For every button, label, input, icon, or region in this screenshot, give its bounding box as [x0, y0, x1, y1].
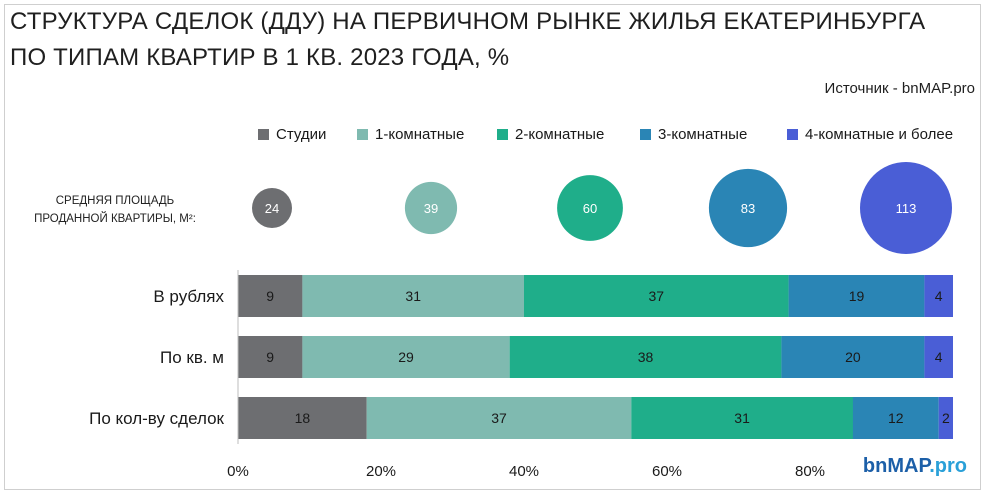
bar-value-label: 4 [935, 349, 943, 365]
legend-swatch [497, 129, 508, 140]
avg-area-value: 60 [583, 201, 597, 216]
bar-value-label: 31 [405, 288, 421, 304]
avg-area-circle [404, 181, 458, 235]
avg-area-circle [708, 168, 788, 248]
chart-title-line2: ПО ТИПАМ КВАРТИР В 1 КВ. 2023 ГОДА, % [10, 44, 510, 71]
legend-swatch [787, 129, 798, 140]
legend-label: 4-комнатные и более [805, 126, 954, 143]
bar-value-label: 37 [649, 288, 665, 304]
logo-part-map: MAP [887, 455, 930, 477]
legend-label: 1-комнатные [375, 126, 465, 143]
legend-item-2: 1-комнатные [357, 126, 464, 143]
avg-area-circle [252, 188, 292, 228]
legend-label: 3-комнатные [658, 126, 748, 143]
legend: Студии 1-комнатные 2-комнатные 3-комнатные 4… [0, 126, 987, 148]
bar-segment [238, 397, 367, 439]
bar-segment [302, 275, 525, 317]
bnmap-logo: bnMAP.pro [863, 455, 967, 478]
legend-label: Студии [276, 126, 327, 143]
bar-segment [238, 336, 303, 378]
bar-segment [938, 397, 953, 439]
x-tick-label: 60% [652, 463, 682, 480]
bar-segment [302, 336, 510, 378]
legend-swatch [258, 129, 269, 140]
legend-swatch [640, 129, 651, 140]
bar-value-label: 4 [935, 288, 943, 304]
source-label: Источник - bnMAP.pro [824, 80, 975, 97]
category-label: По кол-ву сделок [89, 409, 224, 428]
avg-area-value: 39 [424, 201, 438, 216]
bar-segment [509, 336, 782, 378]
legend-swatch [357, 129, 368, 140]
avg-area-value: 24 [265, 201, 279, 216]
bar-value-label: 2 [942, 410, 950, 426]
bar-segment [788, 275, 925, 317]
bar-segment [631, 397, 853, 439]
bar-value-label: 29 [398, 349, 414, 365]
category-label: В рублях [153, 287, 224, 306]
avg-area-value: 83 [741, 201, 755, 216]
bar-segment [781, 336, 925, 378]
bar-segment [238, 275, 303, 317]
bar-value-label: 12 [888, 410, 904, 426]
bar-value-label: 37 [491, 410, 507, 426]
category-label: По кв. м [160, 348, 224, 367]
bar-segment [924, 275, 953, 317]
chart-frame [4, 4, 981, 490]
bar-value-label: 20 [845, 349, 861, 365]
legend-label: 2-комнатные [515, 126, 605, 143]
legend-item-4: 3-комнатные [640, 126, 747, 143]
bar-segment [524, 275, 789, 317]
bar-segment [924, 336, 953, 378]
bar-value-label: 18 [295, 410, 311, 426]
avg-area-circle [860, 162, 952, 254]
logo-part-pro: .pro [929, 455, 967, 477]
avg-area-label: СРЕДНЯЯ ПЛОЩАДЬ ПРОДАННОЙ КВАРТИРЫ, М²: [34, 195, 196, 225]
avg-area-circle [557, 175, 623, 241]
x-tick-label: 80% [795, 463, 825, 480]
legend-item-5: 4-комнатные и более [787, 126, 953, 143]
bar-value-label: 19 [849, 288, 865, 304]
bar-segment [366, 397, 632, 439]
legend-item-3: 2-комнатные [497, 126, 604, 143]
logo-part-bn: bn [862, 455, 888, 477]
legend-item-1: Студии [258, 126, 326, 143]
bar-value-label: 9 [266, 349, 274, 365]
chart-title-line1: СТРУКТУРА СДЕЛОК (ДДУ) НА ПЕРВИЧНОМ РЫНК… [10, 8, 926, 35]
bar-value-label: 9 [266, 288, 274, 304]
bar-value-label: 38 [638, 349, 654, 365]
bar-segment [852, 397, 939, 439]
avg-area-value: 113 [896, 201, 917, 216]
x-tick-label: 20% [366, 463, 396, 480]
x-tick-label: 40% [509, 463, 539, 480]
x-tick-label: 0% [227, 463, 249, 480]
bar-value-label: 31 [734, 410, 750, 426]
